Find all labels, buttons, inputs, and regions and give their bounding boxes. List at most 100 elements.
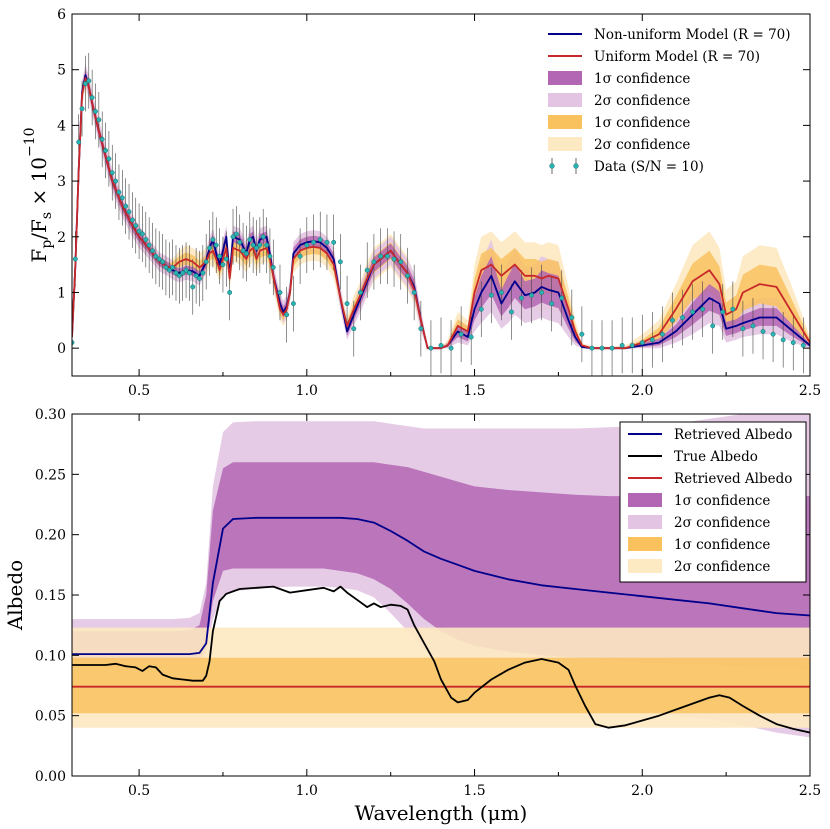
- data-point: [549, 301, 555, 307]
- data-point: [539, 290, 545, 295]
- data-point: [710, 323, 716, 329]
- data-point: [438, 342, 444, 348]
- data-point: [418, 326, 424, 332]
- data-point: [270, 264, 276, 270]
- x-tick-label: 1.5: [463, 383, 485, 399]
- data-point: [458, 331, 464, 337]
- legend-patch-swatch: [548, 115, 582, 129]
- y-axis-title-part: s: [39, 212, 55, 219]
- data-point: [133, 223, 139, 229]
- data-point: [311, 239, 316, 245]
- data-point: [160, 259, 166, 265]
- data-point: [193, 273, 199, 279]
- data-point: [488, 292, 494, 298]
- data-point: [163, 264, 169, 270]
- data-point: [213, 242, 219, 248]
- legend-label: 1σ confidence: [594, 71, 690, 87]
- x-tick-label: 1.5: [463, 783, 485, 799]
- data-point: [183, 267, 189, 273]
- data-point: [720, 309, 726, 315]
- data-point: [780, 337, 786, 343]
- y-tick-label: 0.20: [35, 528, 66, 544]
- data-point: [106, 156, 112, 162]
- data-point: [680, 315, 685, 320]
- data-point: [247, 237, 253, 243]
- data-point: [468, 334, 474, 340]
- data-point: [126, 209, 132, 215]
- data-point: [800, 342, 806, 348]
- data-point: [136, 228, 142, 234]
- x-tick-label: 2.0: [631, 783, 653, 799]
- data-point: [220, 262, 226, 268]
- data-point: [478, 306, 484, 312]
- data-point: [277, 290, 283, 295]
- data-point: [233, 231, 239, 237]
- y-tick-label: 0.25: [35, 467, 66, 483]
- legend-label: 1σ confidence: [674, 537, 770, 553]
- data-point: [730, 306, 736, 312]
- data-point: [609, 345, 615, 351]
- data-point: [659, 331, 665, 337]
- data-point: [76, 139, 82, 145]
- data-point: [207, 245, 212, 251]
- legend-label: 2σ confidence: [594, 137, 690, 153]
- legend-patch-swatch: [548, 93, 582, 107]
- data-point: [690, 309, 696, 315]
- data-point: [150, 248, 155, 254]
- data-point: [448, 345, 454, 351]
- x-tick-label: 2.5: [799, 383, 821, 399]
- y-axis-title: Albedo: [3, 560, 27, 631]
- data-point: [99, 136, 105, 142]
- data-point: [109, 170, 115, 176]
- data-point: [344, 301, 350, 307]
- data-point: [508, 309, 514, 315]
- data-point: [589, 345, 595, 351]
- bottom-panel: 0.5 1.0 1.5 2.0 2.5 0.00 0.05 0.10 0.15 0.20 0.25 0…: [3, 407, 821, 825]
- data-point: [428, 345, 434, 351]
- legend-patch-swatch: [548, 71, 582, 85]
- data-point: [297, 253, 303, 259]
- data-point: [139, 231, 145, 237]
- data-point: [250, 242, 256, 248]
- data-point: [498, 290, 504, 295]
- data-point: [210, 237, 216, 243]
- data-point: [670, 317, 675, 323]
- data-point: [569, 315, 575, 320]
- x-tick-label: 1.0: [296, 383, 318, 399]
- data-point: [559, 295, 565, 301]
- legend-label: Data (S/N = 10): [594, 159, 704, 175]
- legend-point-swatch: [549, 163, 555, 169]
- data-point: [384, 253, 390, 259]
- y-axis-title-part: F: [27, 249, 51, 263]
- data-point: [639, 340, 645, 346]
- confidence-band-3: [72, 657, 810, 714]
- data-point: [129, 217, 135, 223]
- data-point: [93, 109, 98, 114]
- data-point: [529, 292, 535, 298]
- data-point: [519, 295, 524, 301]
- data-point: [629, 342, 635, 348]
- data-point: [700, 306, 706, 312]
- data-point: [173, 270, 179, 276]
- y-tick-label: 0.10: [35, 648, 66, 664]
- legend-label: True Albedo: [674, 449, 758, 465]
- data-point: [378, 253, 384, 259]
- y-tick-label: 4: [57, 118, 66, 134]
- x-tick-label: 2.5: [799, 783, 821, 799]
- data-point: [649, 337, 655, 343]
- data-point: [113, 178, 119, 184]
- data-point: [82, 81, 88, 87]
- y-tick-label: 0: [57, 341, 66, 357]
- legend-point-swatch: [573, 163, 579, 169]
- data-point: [89, 95, 95, 100]
- legend-label: 1σ confidence: [594, 115, 690, 131]
- data-point: [324, 239, 330, 245]
- data-point: [197, 276, 202, 281]
- data-point: [240, 248, 246, 254]
- y-axis-title-part: × 10: [27, 157, 51, 212]
- legend-label: Retrieved Albedo: [674, 471, 792, 487]
- data-point: [123, 203, 129, 209]
- y-axis-title: Fp/Fs × 10−10: [22, 127, 55, 262]
- top-panel: 0.5 1.0 1.5 2.0 2.5 0 1 2 3 4 5 6 Fp/Fs × 10−10 Non-u…: [22, 7, 821, 399]
